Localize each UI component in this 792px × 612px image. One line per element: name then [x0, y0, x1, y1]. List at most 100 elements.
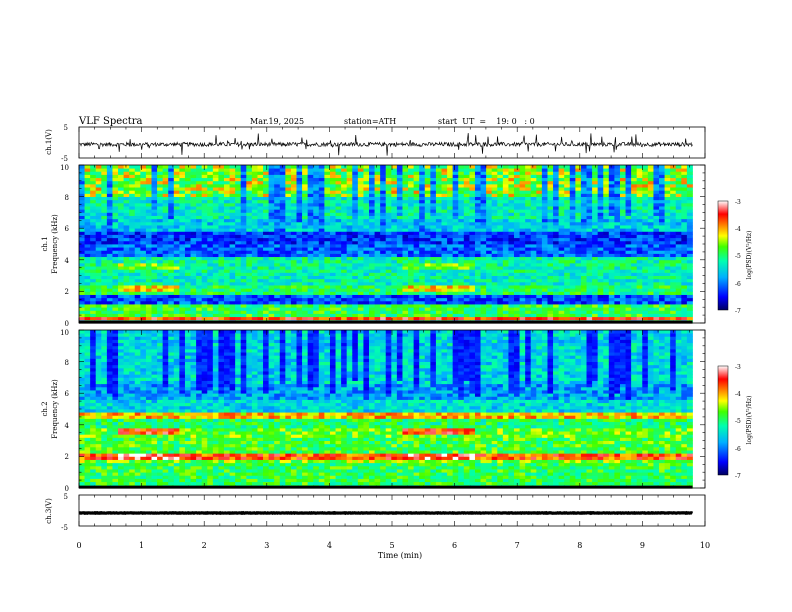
spectrogram-cell	[240, 174, 247, 179]
spectrogram-cell	[145, 180, 152, 185]
spectrogram-cell	[424, 228, 431, 232]
spectrogram-cell	[369, 231, 375, 235]
spectrogram-cell	[290, 244, 297, 248]
spectrogram-cell	[313, 168, 320, 172]
spectrogram-cell	[184, 240, 191, 245]
spectrogram-cell	[580, 237, 587, 242]
spectrogram-cell	[307, 316, 314, 321]
spectrogram-cell	[435, 281, 442, 286]
spectrogram-cell	[586, 259, 593, 264]
spectrogram-cell	[324, 171, 331, 175]
spectrogram-cell	[290, 272, 297, 276]
spectrogram-cell	[313, 221, 320, 226]
spectrogram-cell	[201, 240, 208, 245]
spectrogram-cell	[302, 247, 309, 251]
spectrogram-cell	[480, 168, 487, 172]
spectrogram-cell	[290, 228, 297, 232]
spectrogram-cell	[84, 278, 91, 283]
spectrogram-cell	[430, 259, 437, 264]
spectrogram-cell	[240, 215, 247, 220]
spectrogram-cell	[463, 275, 470, 280]
spectrogram-cell	[279, 281, 286, 286]
spectrogram-cell	[447, 294, 454, 299]
spectrogram-cell	[218, 259, 225, 264]
spectrogram-cell	[497, 180, 504, 185]
spectrogram-cell	[324, 221, 331, 226]
spectrogram-cell	[592, 297, 599, 302]
spectrogram-cell	[569, 297, 576, 302]
spectrogram-cell	[279, 288, 286, 292]
spectrogram-cell	[140, 275, 147, 280]
spectrogram-cell	[101, 202, 108, 207]
spectrogram-cell	[179, 240, 186, 245]
spectrogram-cell	[173, 174, 180, 179]
spectrogram-cell	[279, 228, 286, 232]
spectrogram-cell	[486, 291, 493, 295]
spectrogram-cell	[413, 215, 420, 220]
spectrogram-cell	[519, 269, 526, 273]
spectrogram-cell	[179, 307, 186, 311]
spectrogram-cell	[346, 275, 353, 280]
spectrogram-cell	[603, 177, 610, 182]
spectrogram-cell	[134, 199, 141, 204]
spectrogram-cell	[603, 307, 610, 311]
spectrogram-cell	[329, 190, 336, 194]
spectrogram-cell	[413, 259, 420, 264]
spectrogram-cell	[251, 180, 258, 185]
spectrogram-cell	[530, 193, 537, 197]
spectrogram-cell	[224, 212, 230, 216]
spectrogram-cell	[491, 234, 498, 239]
spectrogram-cell	[469, 215, 476, 220]
spectrogram-cell	[519, 272, 526, 276]
spectrogram-cell	[118, 247, 125, 251]
spectrogram-cell	[112, 171, 119, 175]
spectrogram-cell	[235, 206, 242, 210]
spectrogram-cell	[502, 272, 509, 276]
spectrogram-cell	[274, 250, 281, 254]
spectrogram-cell	[408, 221, 415, 226]
spectrogram-cell	[134, 278, 141, 283]
spectrogram-cell	[168, 177, 175, 182]
spectrogram-cell	[452, 190, 459, 194]
spectrogram-cell	[173, 262, 180, 267]
spectrogram-cell	[90, 259, 97, 264]
spectrogram-cell	[134, 288, 141, 292]
spectrogram-cell	[402, 278, 409, 283]
spectrogram-cell	[263, 253, 270, 258]
spectrogram-cell	[619, 316, 626, 321]
spectrogram-cell	[240, 310, 247, 314]
spectrogram-cell	[263, 187, 270, 191]
spectrogram-cell	[235, 234, 242, 239]
spectrogram-cell	[118, 281, 125, 286]
spectrogram-cell	[586, 183, 593, 188]
spectrogram-cell	[592, 187, 599, 191]
spectrogram-cell	[246, 165, 253, 169]
spectrogram-cell	[106, 193, 113, 197]
spectrogram-cell	[525, 199, 532, 204]
spectrogram-cell	[118, 225, 125, 229]
spectrogram-cell	[569, 259, 576, 264]
spectrogram-cell	[302, 253, 309, 258]
spectrogram-cell	[474, 218, 481, 223]
spectrogram-cell	[564, 294, 571, 299]
spectrogram-cell	[145, 266, 152, 270]
spectrogram-cell	[614, 183, 621, 188]
spectrogram-cell	[129, 250, 136, 254]
spectrogram-cell	[196, 285, 203, 289]
spectrogram-cell	[329, 196, 336, 201]
spectrogram-cell	[463, 240, 470, 245]
spectrogram-cell	[190, 262, 197, 267]
spectrogram-cell	[369, 177, 375, 182]
spectrogram-cell	[474, 206, 481, 210]
spectrogram-cell	[184, 259, 191, 264]
spectrogram-cell	[257, 215, 264, 220]
spectrogram-cell	[497, 244, 504, 248]
spectrogram-cell	[123, 269, 130, 273]
spectrogram-cell	[318, 272, 325, 276]
spectrogram-cell	[391, 165, 398, 169]
spectrogram-cell	[218, 281, 225, 286]
spectrogram-cell	[218, 193, 225, 197]
spectrogram-cell	[118, 240, 125, 245]
spectrogram-cell	[173, 244, 180, 248]
spectrogram-cell	[212, 231, 219, 235]
